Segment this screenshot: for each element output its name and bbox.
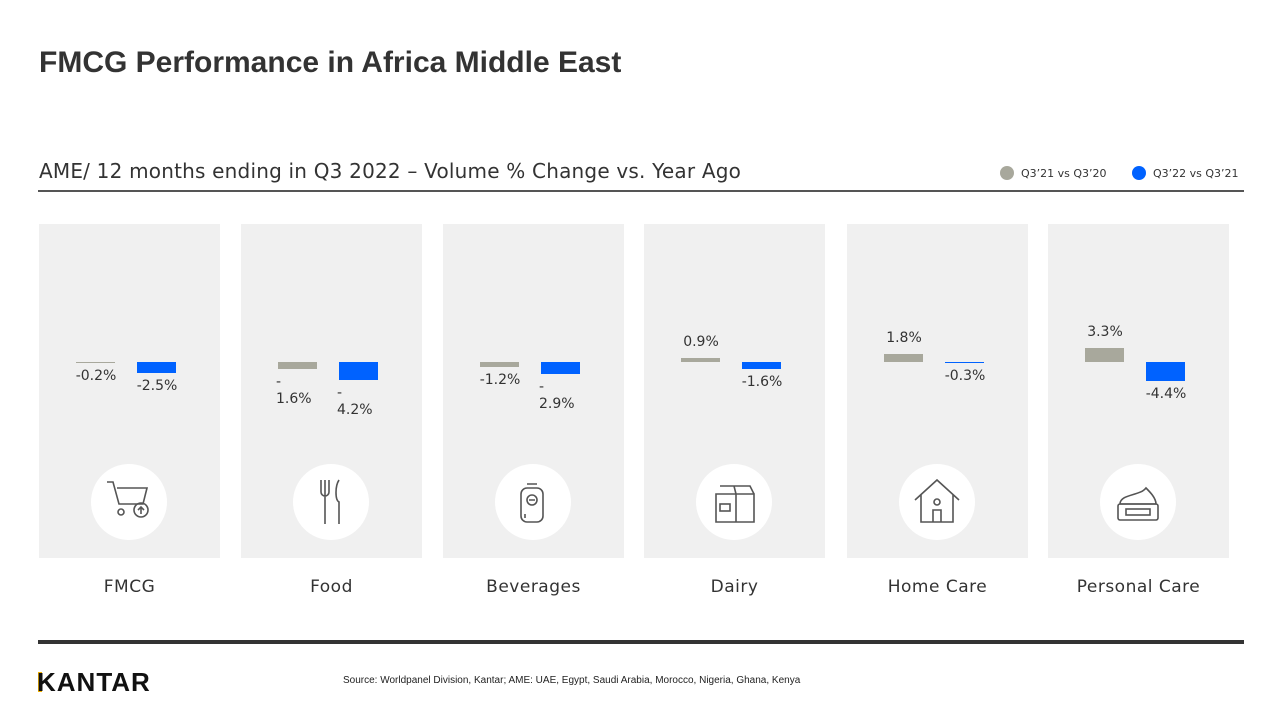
data-label: -0.3% [944, 368, 986, 385]
legend-label: Q3’22 vs Q3’21 [1153, 166, 1239, 180]
page-title: FMCG Performance in Africa Middle East [39, 46, 622, 79]
cream-jar-icon [1100, 464, 1176, 540]
bar [480, 362, 519, 368]
source-note: Source: Worldpanel Division, Kantar; AME… [343, 675, 801, 686]
house-icon [899, 464, 975, 540]
data-label: -2.5% [136, 377, 178, 394]
fork-knife-icon [293, 464, 369, 540]
data-label: -1.2% [479, 372, 521, 389]
data-label: 1.8% [886, 330, 922, 347]
bar [681, 358, 720, 362]
panel-personal-care: 3.3% -4.4% [1048, 224, 1229, 558]
legend-swatch [1000, 166, 1014, 180]
legend-swatch [1132, 166, 1146, 180]
panel-dairy: 0.9% -1.6% [644, 224, 825, 558]
panel-beverages: -1.2% -2.9% [443, 224, 624, 558]
panel-food: -1.6% -4.2% [241, 224, 422, 558]
bar [1146, 362, 1185, 381]
logo-accent [38, 672, 42, 692]
bar [541, 362, 580, 375]
milk-carton-icon [696, 464, 772, 540]
category-label: Dairy [710, 577, 759, 597]
data-label: -4.4% [1145, 385, 1187, 402]
bar [137, 362, 176, 373]
bar [742, 362, 781, 369]
category-label: Personal Care [1076, 577, 1201, 597]
category-label: Food [310, 577, 353, 597]
kantar-logo: KANTAR [37, 667, 151, 697]
panel-home-care: 1.8% -0.3% [847, 224, 1028, 558]
data-label: 0.9% [683, 334, 719, 351]
data-label: -4.2% [337, 385, 373, 419]
bar [76, 362, 115, 363]
category-label: FMCG [103, 577, 156, 597]
legend-item-1: Q3’22 vs Q3’21 [1132, 166, 1239, 180]
category-label: Home Care [887, 577, 988, 597]
bar [278, 362, 317, 369]
bar [945, 362, 984, 364]
legend-item-0: Q3’21 vs Q3’20 [1000, 166, 1107, 180]
data-label: 3.3% [1087, 323, 1123, 340]
bar [884, 354, 923, 362]
bottle-icon [495, 464, 571, 540]
legend-label: Q3’21 vs Q3’20 [1021, 166, 1107, 180]
panel-fmcg: -0.2% -2.5% [39, 224, 220, 558]
data-label: -1.6% [741, 373, 783, 390]
bar [1085, 347, 1124, 362]
divider [38, 640, 1244, 644]
bar [339, 362, 378, 381]
category-label: Beverages [486, 577, 581, 597]
data-label: -0.2% [75, 368, 117, 384]
shopping-cart-icon [91, 464, 167, 540]
data-label: -1.6% [276, 373, 312, 407]
chart-subtitle: AME/ 12 months ending in Q3 2022 – Volum… [39, 159, 742, 183]
divider [38, 190, 1244, 192]
data-label: -2.9% [539, 379, 575, 413]
